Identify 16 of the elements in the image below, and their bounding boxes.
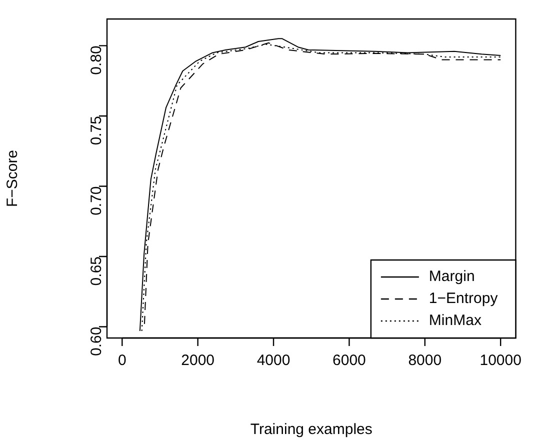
x-tick-label: 6000	[332, 352, 366, 370]
y-axis-title: F−Score	[4, 150, 22, 208]
legend-label: 1−Entropy	[428, 290, 498, 308]
x-axis-title: Training examples	[250, 421, 372, 438]
x-tick-label: 0	[118, 352, 126, 370]
y-tick-label: 0.75	[88, 116, 106, 146]
y-tick-label: 0.80	[88, 46, 106, 75]
y-tick-label: 0.60	[88, 326, 106, 356]
x-tick-label: 2000	[181, 352, 215, 370]
y-tick-label: 0.70	[88, 186, 106, 216]
legend-label: Margin	[428, 268, 475, 286]
x-tick-label: 10000	[480, 352, 522, 370]
x-tick-label: 4000	[256, 352, 290, 370]
x-tick-label: 8000	[408, 352, 442, 370]
y-tick-label: 0.65	[88, 256, 106, 286]
legend-label: MinMax	[428, 312, 482, 330]
